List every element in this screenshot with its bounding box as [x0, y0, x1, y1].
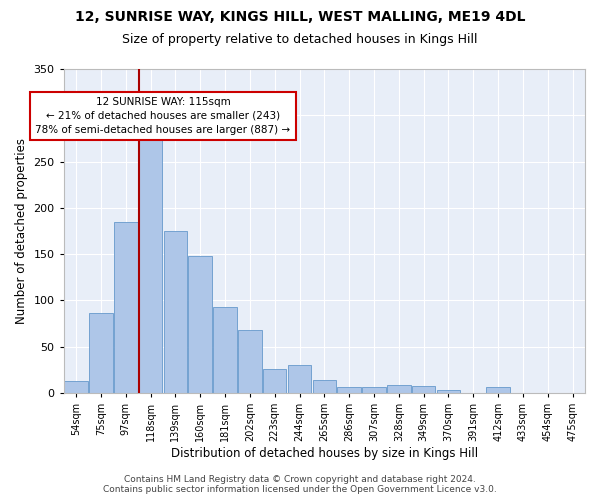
X-axis label: Distribution of detached houses by size in Kings Hill: Distribution of detached houses by size …	[171, 447, 478, 460]
Bar	[114, 222, 137, 393]
Text: Size of property relative to detached houses in Kings Hill: Size of property relative to detached ho…	[122, 32, 478, 46]
Bar	[437, 390, 460, 393]
Bar	[139, 126, 163, 393]
Bar	[487, 388, 510, 393]
Bar	[288, 366, 311, 393]
Text: 12 SUNRISE WAY: 115sqm
← 21% of detached houses are smaller (243)
78% of semi-de: 12 SUNRISE WAY: 115sqm ← 21% of detached…	[35, 97, 290, 135]
Bar	[188, 256, 212, 393]
Bar	[337, 388, 361, 393]
Bar	[313, 380, 336, 393]
Text: 12, SUNRISE WAY, KINGS HILL, WEST MALLING, ME19 4DL: 12, SUNRISE WAY, KINGS HILL, WEST MALLIN…	[75, 10, 525, 24]
Text: Contains HM Land Registry data © Crown copyright and database right 2024.
Contai: Contains HM Land Registry data © Crown c…	[103, 474, 497, 494]
Y-axis label: Number of detached properties: Number of detached properties	[15, 138, 28, 324]
Bar	[263, 369, 286, 393]
Bar	[213, 307, 237, 393]
Bar	[238, 330, 262, 393]
Bar	[412, 386, 436, 393]
Bar	[387, 384, 410, 393]
Bar	[64, 381, 88, 393]
Bar	[362, 386, 386, 393]
Bar	[164, 231, 187, 393]
Bar	[89, 314, 113, 393]
